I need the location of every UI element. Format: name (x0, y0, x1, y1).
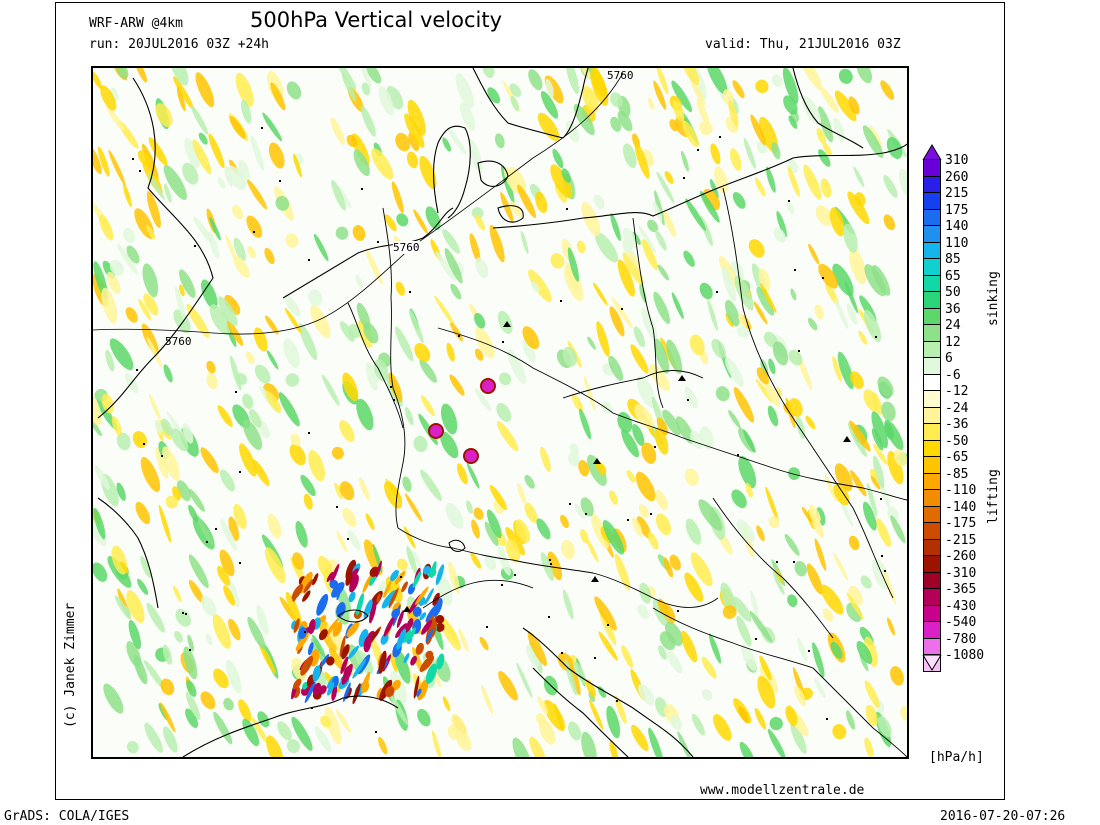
colorbar-cell (923, 490, 941, 507)
contour-label-5760-left: 5760 (165, 335, 192, 348)
units-label: [hPa/h] (929, 750, 984, 765)
colorbar-tick-label: 36 (945, 301, 961, 317)
colorbar-tick-label: 175 (945, 202, 969, 218)
chart-title: 500hPa Vertical velocity (250, 8, 503, 32)
colorbar-label-lifting: lifting (986, 469, 1001, 524)
colorbar-cell (923, 374, 941, 391)
colorbar-tick-label: -540 (945, 615, 977, 630)
colorbar-cell (923, 605, 941, 622)
colorbar-cell (923, 176, 941, 193)
author-credit: (c) Janek Zimmer (63, 602, 78, 728)
colorbar-tick-label: 140 (945, 219, 969, 234)
colorbar-cell (923, 308, 941, 325)
colorbar-tick-label: 12 (945, 334, 961, 350)
colorbar-tick-label: -175 (945, 516, 977, 531)
colorbar-tick-label: -780 (945, 631, 977, 647)
colorbar-cell (923, 242, 941, 259)
colorbar-cell (923, 259, 941, 276)
colorbar-tick-label: -1080 (945, 648, 985, 663)
colorbar-cell (923, 358, 941, 375)
colorbar-cell (923, 622, 941, 639)
colorbar-cell (923, 275, 941, 292)
colorbar-tick-label: -6 (945, 367, 961, 383)
vertical-velocity-map: 5760 5760 5760 (91, 66, 909, 759)
colorbar-tick-label: 110 (945, 235, 969, 251)
colorbar-cell (923, 209, 941, 226)
contour-label-5760-middle: 5760 (393, 241, 420, 254)
colorbar-cell (923, 424, 941, 441)
colorbar-tick-label: -260 (945, 549, 977, 564)
colorbar-top-arrow (922, 144, 942, 160)
website-credit: www.modellzentrale.de (700, 783, 865, 798)
colorbar-cell (923, 523, 941, 540)
colorbar-cell (923, 325, 941, 342)
geopotential-5760-contour (93, 72, 624, 335)
colorbar-cell (923, 556, 941, 573)
model-label: WRF-ARW @4km (89, 16, 183, 31)
colorbar-tick-label: 215 (945, 186, 969, 201)
colorbar-tick-label: -215 (945, 532, 977, 548)
colorbar-tick-label: 310 (945, 153, 969, 168)
colorbar-tick-label: -140 (945, 499, 977, 515)
coastlines (97, 68, 907, 757)
colorbar (923, 160, 941, 672)
plot-frame (55, 2, 1005, 800)
colorbar-cell (923, 589, 941, 606)
colorbar-tick-label: -85 (945, 466, 969, 482)
country-borders (347, 187, 907, 757)
colorbar-cell (923, 506, 941, 523)
colorbar-tick-label: 24 (945, 318, 961, 333)
colorbar-tick-label: 260 (945, 169, 969, 185)
colorbar-cell (923, 473, 941, 490)
colorbar-tick-label: 50 (945, 285, 961, 300)
colorbar-tick-label: -50 (945, 433, 969, 449)
lakes (337, 539, 466, 623)
map-canvas (93, 68, 907, 757)
contour-label-5760-top: 5760 (607, 69, 634, 82)
grads-credit: GrADS: COLA/IGES (4, 809, 130, 824)
colorbar-cell (923, 572, 941, 589)
colorbar-bottom-arrow (922, 655, 942, 671)
velocity-field (93, 68, 907, 757)
colorbar-tick-label: -24 (945, 400, 969, 416)
colorbar-cell (923, 292, 941, 309)
colorbar-tick-label: -36 (945, 417, 969, 432)
render-timestamp: 2016-07-20-07:26 (940, 809, 1066, 824)
colorbar-cell (923, 341, 941, 358)
colorbar-tick-label: 65 (945, 268, 961, 284)
colorbar-cell (923, 391, 941, 408)
colorbar-tick-label: -310 (945, 565, 977, 581)
colorbar-tick-label: -65 (945, 450, 969, 465)
colorbar-cell (923, 539, 941, 556)
colorbar-tick-label: -430 (945, 598, 977, 614)
cities (132, 127, 886, 733)
colorbar-cell (923, 193, 941, 210)
colorbar-label-sinking: sinking (986, 271, 1001, 326)
run-label: run: 20JUL2016 03Z +24h (89, 37, 270, 52)
colorbar-cell (923, 226, 941, 243)
colorbar-cell (923, 638, 941, 655)
colorbar-tick-label: 85 (945, 252, 961, 267)
valid-label: valid: Thu, 21JUL2016 03Z (705, 37, 901, 52)
mountain-markers (403, 321, 851, 612)
colorbar-cell (923, 440, 941, 457)
colorbar-cell (923, 457, 941, 474)
colorbar-cell (923, 160, 941, 177)
colorbar-tick-label: -365 (945, 582, 977, 597)
colorbar-tick-label: 6 (945, 351, 953, 366)
colorbar-tick-label: -110 (945, 483, 977, 498)
colorbar-tick-label: -12 (945, 384, 969, 399)
colorbar-cell (923, 407, 941, 424)
